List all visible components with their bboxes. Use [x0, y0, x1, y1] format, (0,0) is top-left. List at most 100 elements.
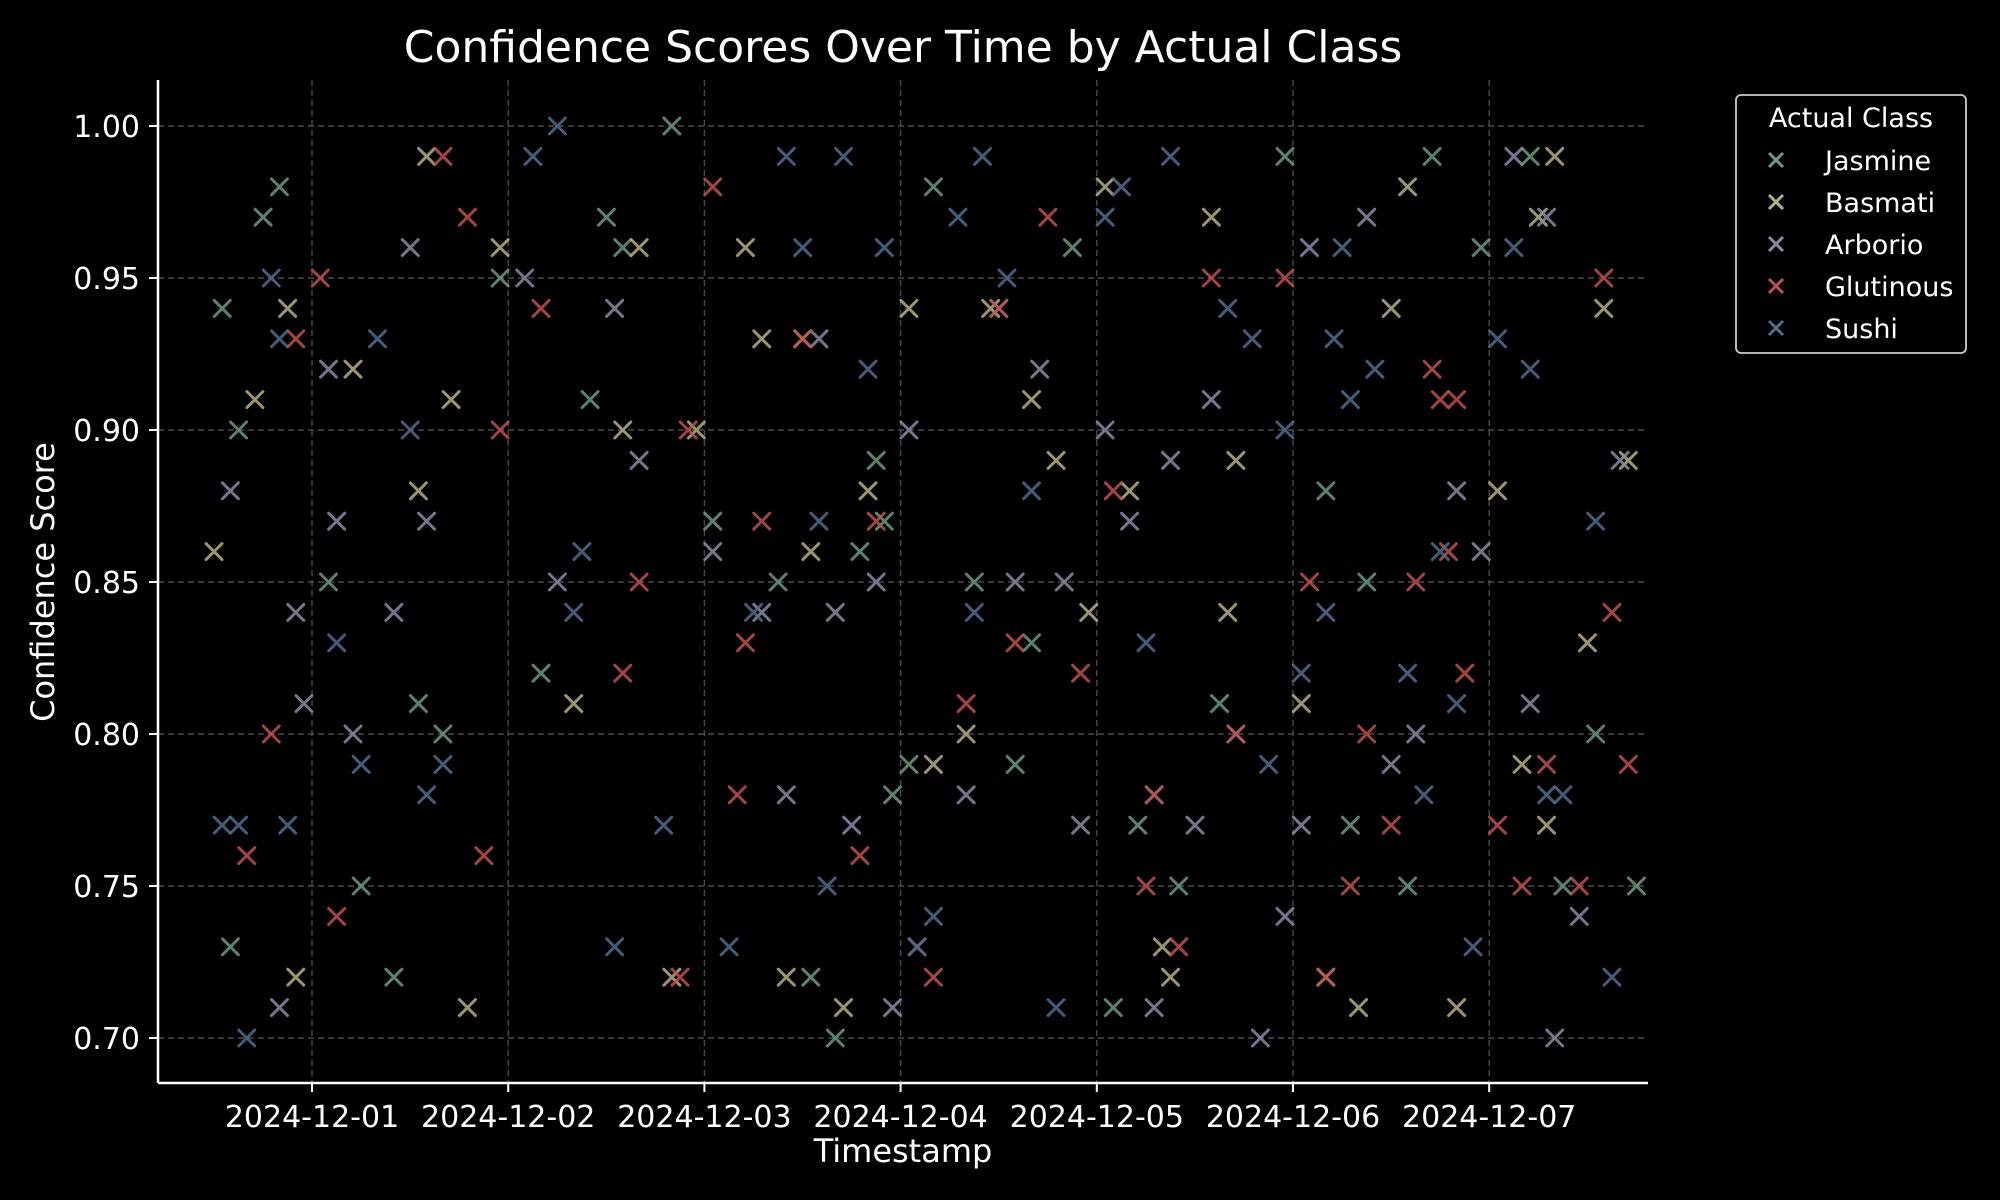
point-jasmine	[433, 724, 453, 744]
point-glutinous	[670, 967, 690, 987]
point-jasmine	[883, 785, 903, 805]
point-sushi	[1324, 329, 1344, 349]
point-basmati	[776, 967, 796, 987]
point-sushi	[351, 754, 371, 774]
point-basmati	[441, 390, 461, 410]
point-jasmine	[850, 542, 870, 562]
legend-marker	[1767, 193, 1785, 211]
point-sushi	[1520, 359, 1540, 379]
point-basmati	[1161, 967, 1181, 987]
point-jasmine	[964, 572, 984, 592]
legend-label-arborio: Arborio	[1825, 230, 1923, 261]
legend-marker	[1767, 235, 1785, 253]
point-glutinous	[1316, 967, 1336, 987]
point-basmati	[245, 390, 265, 410]
point-glutinous	[1136, 876, 1156, 896]
point-glutinous	[735, 633, 755, 653]
point-basmati	[1226, 450, 1246, 470]
y-axis-ticks: 0.70 0.75 0.80 0.85 0.90 0.95 1.00	[73, 110, 158, 1057]
point-glutinous	[1005, 633, 1025, 653]
point-arborio	[866, 572, 886, 592]
point-sushi	[793, 238, 813, 258]
point-sushi	[1291, 663, 1311, 683]
point-basmati	[662, 967, 682, 987]
point-arborio	[1357, 207, 1377, 227]
point-sushi	[858, 359, 878, 379]
point-glutinous	[678, 420, 698, 440]
point-sushi	[1259, 754, 1279, 774]
x-tick-label: 2024-12-03	[617, 1100, 791, 1135]
point-jasmine	[662, 116, 682, 136]
point-sushi	[1365, 359, 1385, 379]
point-basmati	[1545, 146, 1565, 166]
point-arborio	[1291, 815, 1311, 835]
point-glutinous	[989, 298, 1009, 318]
point-glutinous	[490, 420, 510, 440]
point-basmati	[1079, 602, 1099, 622]
point-basmati	[801, 542, 821, 562]
point-basmati	[686, 420, 706, 440]
point-sushi	[776, 146, 796, 166]
point-glutinous	[531, 298, 551, 318]
point-jasmine	[1340, 815, 1360, 835]
point-jasmine	[1520, 146, 1540, 166]
point-sushi	[1447, 694, 1467, 714]
point-jasmine	[825, 1028, 845, 1048]
point-sushi	[417, 785, 437, 805]
point-glutinous	[703, 177, 723, 197]
y-axis-title: Confidence Score	[24, 442, 62, 722]
point-arborio	[842, 815, 862, 835]
point-jasmine	[1062, 238, 1082, 258]
point-basmati	[1120, 481, 1140, 501]
point-jasmine	[899, 754, 919, 774]
point-glutinous	[1201, 268, 1221, 288]
point-arborio	[1201, 390, 1221, 410]
point-basmati	[629, 238, 649, 258]
point-basmati	[1152, 937, 1172, 957]
point-arborio	[400, 238, 420, 258]
point-arborio	[1610, 450, 1630, 470]
point-sushi	[1242, 329, 1262, 349]
point-jasmine	[384, 967, 404, 987]
point-glutinous	[286, 329, 306, 349]
point-jasmine	[220, 937, 240, 957]
point-sushi	[964, 602, 984, 622]
point-sushi	[1340, 390, 1360, 410]
point-sushi	[547, 116, 567, 136]
point-arborio	[1071, 815, 1091, 835]
point-jasmine	[866, 450, 886, 470]
point-glutinous	[1038, 207, 1058, 227]
chart-title: Confidence Scores Over Time by Actual Cl…	[404, 22, 1403, 73]
point-basmati	[1577, 633, 1597, 653]
point-arborio	[547, 572, 567, 592]
point-sushi	[278, 815, 298, 835]
legend-title: Actual Class	[1769, 103, 1933, 134]
point-sushi	[1095, 207, 1115, 227]
point-jasmine	[1169, 876, 1189, 896]
legend: Actual Class Jasmine Basmati Arborio Glutin…	[1735, 94, 1967, 354]
legend-item-glutinous: Glutinous	[1767, 272, 1953, 303]
point-jasmine	[703, 511, 723, 531]
point-arborio	[1545, 1028, 1565, 1048]
point-glutinous	[1169, 937, 1189, 957]
point-basmati	[343, 359, 363, 379]
point-jasmine	[351, 876, 371, 896]
point-arborio	[1095, 420, 1115, 440]
point-glutinous	[1430, 390, 1450, 410]
point-basmati	[1349, 998, 1369, 1018]
y-tick-label: 0.80	[73, 718, 140, 753]
point-arborio	[1381, 754, 1401, 774]
point-glutinous	[1512, 876, 1532, 896]
point-jasmine	[212, 298, 232, 318]
point-arborio	[956, 785, 976, 805]
point-jasmine	[923, 177, 943, 197]
point-glutinous	[923, 967, 943, 987]
point-sushi	[874, 238, 894, 258]
point-sushi	[1332, 238, 1352, 258]
point-arborio	[629, 450, 649, 470]
point-arborio	[1054, 572, 1074, 592]
point-sushi	[1463, 937, 1483, 957]
data-points	[204, 116, 1646, 1048]
point-sushi	[907, 937, 927, 957]
